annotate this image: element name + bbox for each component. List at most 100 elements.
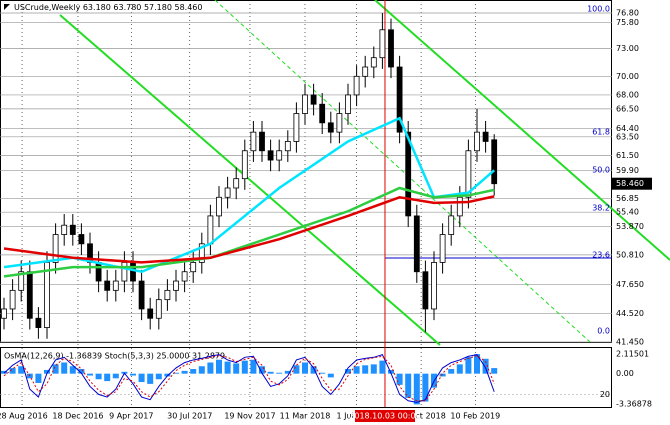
candle-body xyxy=(130,262,136,282)
candle-body xyxy=(233,178,240,189)
candle-body xyxy=(18,271,25,291)
ohlc: 58.460 xyxy=(174,3,202,12)
fib-label: 23.6 xyxy=(592,251,610,260)
y-tick-label: 63.50 xyxy=(616,132,639,141)
osma-bar xyxy=(302,362,308,374)
y-tick-label: 59.90 xyxy=(616,166,639,175)
osma-bar xyxy=(87,373,93,376)
candle-body xyxy=(173,280,179,291)
osma-bar xyxy=(396,373,403,385)
candle-body xyxy=(69,224,76,235)
x-tick-label: 28 Aug 2016 xyxy=(0,412,48,421)
y-tick-label: 68.00 xyxy=(616,90,639,99)
osma-bar xyxy=(491,368,498,374)
candle-body xyxy=(61,224,68,235)
y-tick-label: 73.00 xyxy=(616,44,639,53)
ohlc: 63.180 xyxy=(83,3,111,12)
osma-bar xyxy=(353,366,360,374)
osma-bar xyxy=(61,362,68,374)
cursor-label: 2018.10.03 00:00 xyxy=(349,412,420,421)
x-tick-label: 9 Apr 2017 xyxy=(109,412,153,421)
y-tick-label: 61.50 xyxy=(616,151,639,160)
y-tick-label: 55.40 xyxy=(616,208,639,217)
osma-bar xyxy=(310,366,317,374)
osma-bar xyxy=(112,373,119,379)
candle-body xyxy=(138,280,145,310)
fib-label: 50.0 xyxy=(592,166,610,175)
candle-body xyxy=(26,271,33,319)
indicator-label: OsMA(12,26,9) -1.36839 Stoch(5,3,3) 25.0… xyxy=(4,352,225,361)
osma-bar xyxy=(18,366,25,374)
moving-average xyxy=(3,195,495,264)
osma-bar xyxy=(241,360,248,374)
candle-body xyxy=(448,215,455,235)
osma-bar xyxy=(259,366,265,374)
osma-bar xyxy=(233,363,240,374)
osma-bar xyxy=(164,373,171,377)
y-tick-label: 66.50 xyxy=(616,104,639,113)
osma-bar xyxy=(370,364,377,374)
osma-bar xyxy=(422,373,429,402)
osma-bar xyxy=(173,372,179,374)
candle-body xyxy=(121,262,128,282)
stoch-line xyxy=(3,354,495,403)
y-tick-label: 47.650 xyxy=(616,280,644,289)
candle-body xyxy=(302,94,308,114)
ohlc: 63.780 xyxy=(113,3,141,12)
header: USCrude,Weekly 63.180 63.780 57.180 58.4… xyxy=(14,3,202,12)
candle-body xyxy=(52,234,59,263)
candle-body xyxy=(293,113,300,142)
osma-bar xyxy=(465,356,472,374)
candle-body xyxy=(147,308,154,319)
osma-bar xyxy=(267,371,274,374)
candle-body xyxy=(155,299,162,319)
osma-bar xyxy=(379,360,386,374)
y-tick-label: 56.85 xyxy=(616,194,639,203)
y-tick-label: 75.80 xyxy=(616,18,639,27)
candle-body xyxy=(104,280,111,291)
candle-body xyxy=(482,131,489,142)
candle-body xyxy=(241,150,248,180)
candle-body xyxy=(396,66,403,133)
candle-body xyxy=(284,141,291,152)
osma-bar xyxy=(198,366,205,374)
candle-body xyxy=(35,317,42,328)
osma-bar xyxy=(388,369,394,374)
candle-body xyxy=(345,94,351,114)
osc-tick-label: 0.00 xyxy=(616,369,634,378)
osma-bar xyxy=(104,373,111,382)
candle-body xyxy=(190,262,197,273)
candle-body xyxy=(362,66,369,77)
x-tick-label: 19 Nov 2017 xyxy=(224,412,275,421)
osma-bar xyxy=(35,373,42,383)
osma-bar xyxy=(138,373,145,383)
x-tick-label: 10 Feb 2019 xyxy=(450,412,500,421)
stoch-line xyxy=(3,355,495,402)
osma-bar xyxy=(482,358,489,374)
y-tick-label: 50.810 xyxy=(616,250,644,259)
candle-body xyxy=(370,57,377,68)
osma-bar xyxy=(456,364,463,374)
stoch-tick-label: 20 xyxy=(600,390,610,399)
osma-bar xyxy=(95,373,102,380)
candle-body xyxy=(44,262,50,328)
fib-label: 0.0 xyxy=(597,327,610,336)
moving-average xyxy=(3,186,495,278)
candle-body xyxy=(405,131,412,217)
trend-line xyxy=(374,0,670,261)
osma-bar xyxy=(405,373,412,398)
candle-body xyxy=(1,308,7,319)
osma-bar xyxy=(44,369,50,374)
x-tick-label: 30 Jul 2017 xyxy=(167,412,212,421)
candle-body xyxy=(181,271,188,282)
y-tick-label: 76.80 xyxy=(616,9,639,18)
candle-body xyxy=(250,131,257,152)
osma-bar xyxy=(413,373,420,405)
y-tick-label: 64.40 xyxy=(616,124,639,133)
candle-body xyxy=(491,139,498,185)
candle-body xyxy=(112,280,119,291)
y-tick-label: 41.450 xyxy=(616,338,644,347)
osma-bar xyxy=(207,362,214,374)
candle-body xyxy=(267,150,274,161)
